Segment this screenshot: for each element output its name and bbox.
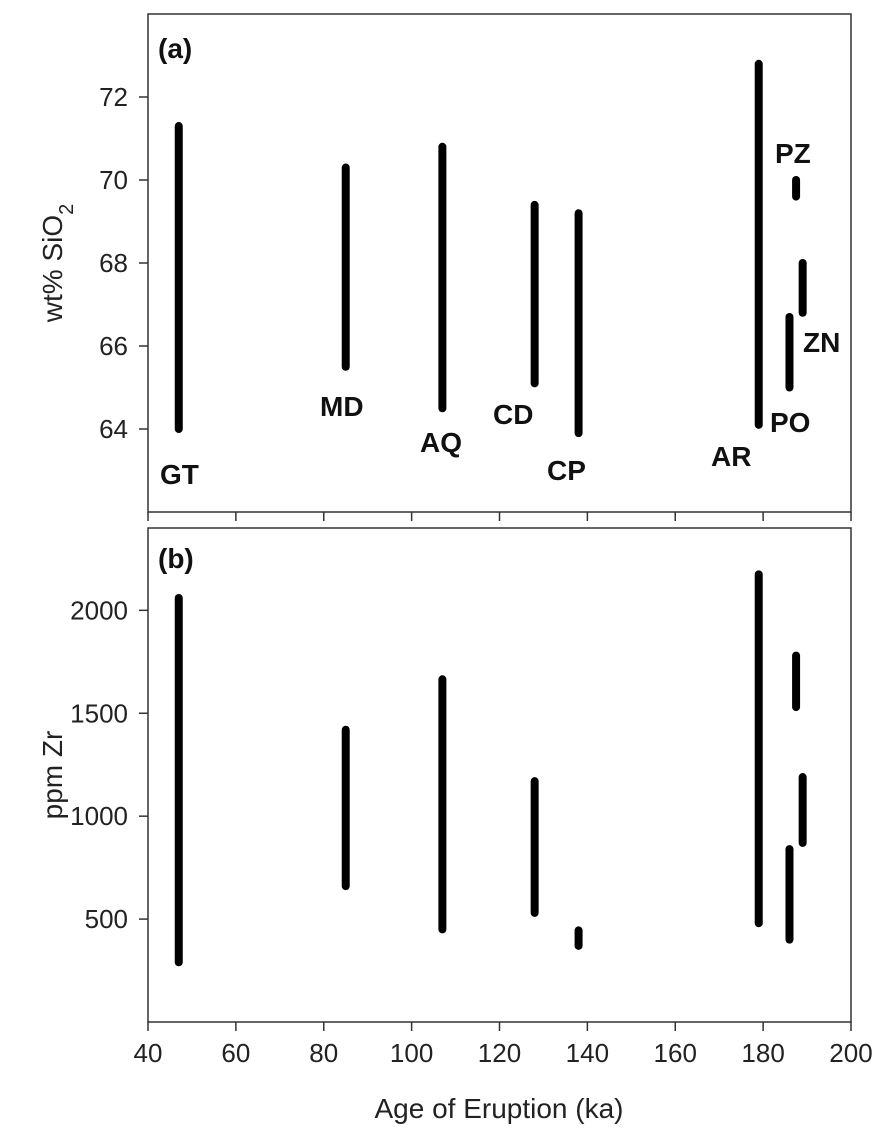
panel-b-y-axis-title: ppm Zr: [37, 731, 68, 820]
y-tick-label: 70: [99, 165, 128, 195]
x-tick-label: 40: [134, 1038, 163, 1068]
panel-a-y-axis-title: wt% SiO2: [37, 204, 78, 323]
panel-b-y-ticks: 500 1000 1500 2000: [70, 595, 148, 934]
x-tick-label: 60: [221, 1038, 250, 1068]
y-tick-label: 64: [99, 414, 128, 444]
panel-b-x-ticks: 40 60 80 100 120 140 160 180 200: [134, 1022, 873, 1068]
site-label-cd: CD: [493, 399, 533, 430]
x-tick-label: 100: [390, 1038, 433, 1068]
panel-a-y-ticks: 64 66 68 70 72: [99, 82, 148, 444]
x-tick-label: 180: [741, 1038, 784, 1068]
y-tick-label: 2000: [70, 595, 128, 625]
panel-b-label: (b): [158, 543, 194, 574]
x-tick-label: 160: [654, 1038, 697, 1068]
y-tick-label: 68: [99, 248, 128, 278]
x-axis-title: Age of Eruption (ka): [374, 1093, 623, 1124]
site-label-cp: CP: [547, 455, 586, 486]
site-label-po: PO: [770, 407, 810, 438]
panel-a-range-bars: [174, 59, 807, 438]
y-tick-label: 1000: [70, 801, 128, 831]
x-tick-label: 80: [309, 1038, 338, 1068]
site-label-ar: AR: [711, 441, 751, 472]
panel-b-range-bars: [174, 570, 807, 967]
panel-b-frame: [147, 527, 852, 1023]
panel-a-sio2: (a) wt% SiO2 64 66 68 70 72 GT MD AQ CD CP A…: [37, 13, 852, 521]
x-tick-label: 200: [829, 1038, 872, 1068]
x-tick-label: 140: [566, 1038, 609, 1068]
y-tick-label: 66: [99, 331, 128, 361]
y-tick-label: 500: [85, 904, 128, 934]
x-tick-label: 120: [478, 1038, 521, 1068]
site-label-gt: GT: [160, 459, 199, 490]
site-label-md: MD: [320, 391, 364, 422]
panel-a-frame: [147, 13, 852, 513]
site-label-aq: AQ: [420, 427, 462, 458]
panel-a-label: (a): [158, 33, 192, 64]
panel-a-x-ticks: [147, 512, 852, 521]
panel-b-zr: (b) ppm Zr 500 1000 1500 2000 40 60 80 100 120 1…: [37, 527, 873, 1124]
site-label-zn: ZN: [803, 327, 840, 358]
y-tick-label: 1500: [70, 698, 128, 728]
site-label-pz: PZ: [775, 138, 811, 169]
panel-a-site-labels: GT MD AQ CD CP AR PZ ZN PO: [160, 138, 840, 490]
y-tick-label: 72: [99, 82, 128, 112]
